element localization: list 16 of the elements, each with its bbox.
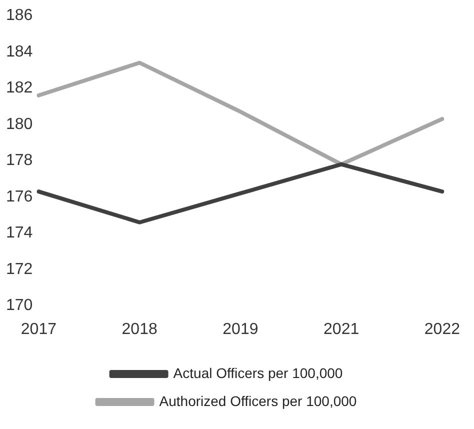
y-tick-label: 170 <box>6 297 33 314</box>
x-tick-label: 2019 <box>222 320 258 338</box>
y-tick-label: 182 <box>6 80 33 97</box>
y-tick-label: 178 <box>6 152 33 170</box>
x-tick-label: 2021 <box>324 320 360 338</box>
x-tick-label: 2018 <box>122 320 158 338</box>
y-tick-label: 180 <box>6 116 33 133</box>
x-tick-label: 2017 <box>20 320 57 338</box>
legend-label: Authorized Officers per 100,000 <box>159 392 357 409</box>
y-tick-label: 186 <box>6 7 33 24</box>
y-tick-label: 174 <box>6 224 33 242</box>
y-tick-label: 172 <box>6 260 33 278</box>
y-tick-label: 176 <box>6 188 33 206</box>
y-tick-label: 184 <box>6 43 33 60</box>
legend-label: Actual Officers per 100,000 <box>173 364 343 381</box>
x-tick-label: 2022 <box>424 320 460 338</box>
